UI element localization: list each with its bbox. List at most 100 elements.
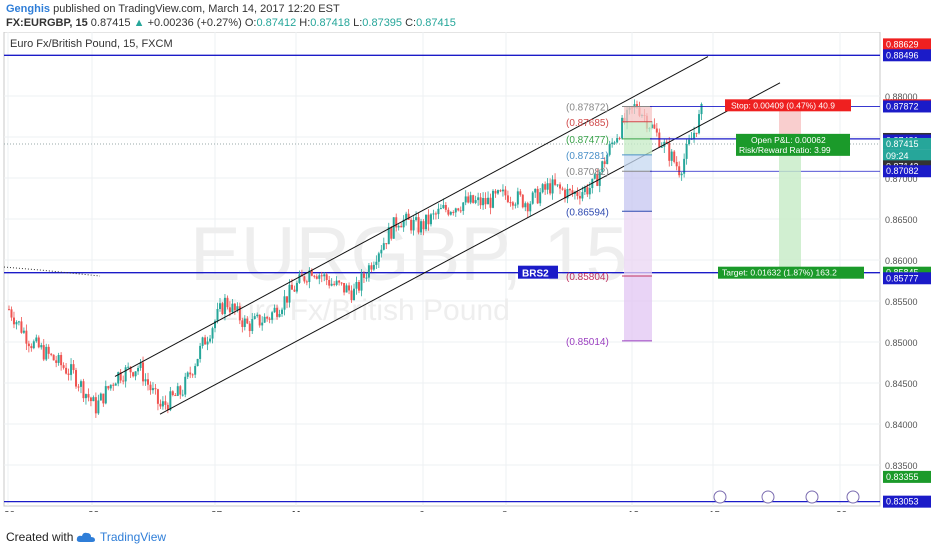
candle-body (462, 202, 465, 211)
candle-body (318, 275, 321, 279)
candle-body (452, 212, 455, 214)
candle-body (233, 303, 236, 311)
y-tick-label: 0.84500 (885, 379, 918, 389)
candle-body (310, 270, 313, 276)
candle-body (30, 346, 33, 349)
candle-body (539, 192, 542, 204)
candle-body (514, 204, 517, 206)
published-text: published on TradingView.com, March 14, … (53, 3, 340, 15)
created-with-text: Created with (6, 530, 74, 544)
candle-body (119, 372, 122, 381)
candle-body (60, 354, 63, 366)
candle-body (482, 198, 485, 206)
candle-body (492, 190, 495, 208)
candle-body (616, 138, 619, 143)
target-badge (718, 266, 864, 279)
candle-body (305, 281, 308, 283)
axis-price-label: 09:24 (886, 151, 909, 161)
dotted-trend-line (3, 266, 101, 277)
candle-body (236, 306, 239, 311)
candle-body (695, 132, 698, 134)
candle-body (345, 285, 348, 293)
candle-body (362, 273, 365, 278)
candle-body (139, 362, 142, 368)
candle-body (487, 197, 490, 205)
price-chart[interactable]: 0.880000.875000.870000.865000.860000.855… (0, 31, 932, 521)
candle-body (410, 219, 413, 231)
candle-body (223, 297, 226, 315)
axis-price-badge (883, 272, 931, 285)
candle-body (52, 354, 55, 361)
candle-body (20, 321, 23, 333)
candle-body (658, 132, 661, 148)
candle-body (603, 161, 606, 165)
candle-body (516, 191, 519, 205)
candle-body (544, 184, 547, 190)
chart-area[interactable]: 0.880000.875000.870000.865000.860000.855… (0, 31, 932, 521)
candle-body (370, 265, 373, 270)
candle-body (534, 188, 537, 193)
symbol-label: FX:EURGBP, 15 (6, 17, 88, 29)
axis-price-label: 0.88496 (886, 50, 919, 60)
candle-body (693, 132, 696, 139)
x-tick-label: 6 (419, 510, 425, 512)
candle-body (67, 373, 70, 375)
axis-price-badge (883, 38, 931, 51)
y-tick-label: 0.86000 (885, 256, 918, 266)
tradingview-cloud-icon[interactable] (76, 531, 96, 546)
candle-body (325, 274, 328, 280)
candle-body (57, 354, 60, 363)
candle-body (564, 189, 566, 199)
candle-body (608, 144, 611, 155)
candle-body (92, 397, 95, 402)
candle-body (655, 128, 658, 133)
candle-body (209, 338, 212, 342)
candle-body (151, 388, 154, 391)
author-link[interactable]: Genghis (6, 3, 51, 15)
x-tick-label: Mar (292, 510, 310, 512)
candle-body (112, 384, 115, 386)
candle-body (196, 358, 199, 367)
target-label: Target: 0.01632 (1.87%) 163.2 (722, 268, 837, 278)
axis-price-label: 0.87872 (886, 101, 919, 111)
fib-level-label: (0.85804) (566, 272, 609, 283)
candle-body (330, 283, 333, 286)
tradingview-link[interactable]: TradingView (100, 530, 167, 544)
y-tick-label: 0.88000 (885, 92, 918, 102)
axis-price-label: 0.87415 (886, 139, 919, 149)
candle-body (494, 190, 497, 194)
candle-body (474, 200, 477, 203)
candle-body (303, 276, 306, 282)
candle-body (477, 197, 480, 201)
candle-body (449, 212, 452, 215)
candle-body (288, 284, 291, 303)
candle-body (338, 280, 341, 283)
candle-body (295, 282, 298, 292)
candle-body (472, 195, 475, 203)
candle-body (464, 196, 467, 203)
candle-body (189, 372, 192, 375)
candle-body (397, 225, 400, 228)
candle-body (166, 404, 169, 411)
channel-upper-line (114, 56, 709, 377)
candle-body (283, 296, 286, 310)
candle-body (122, 380, 125, 382)
candle-body (276, 307, 279, 317)
candle-body (104, 386, 107, 404)
candle-body (99, 393, 102, 401)
candle-body (621, 117, 624, 139)
candle-body (184, 376, 187, 395)
candle-body (499, 190, 502, 192)
candle-body (251, 319, 254, 332)
candle-body (45, 346, 48, 360)
candle-body (635, 104, 638, 108)
brs2-badge (518, 265, 558, 279)
candle-body (668, 143, 671, 161)
candle-body (506, 195, 509, 203)
candle-body (137, 367, 140, 372)
axis-price-label: 0.87082 (886, 166, 919, 176)
candle-body (688, 139, 691, 145)
candle-body (97, 400, 100, 414)
candle-body (680, 173, 683, 176)
candle-body (82, 381, 85, 399)
